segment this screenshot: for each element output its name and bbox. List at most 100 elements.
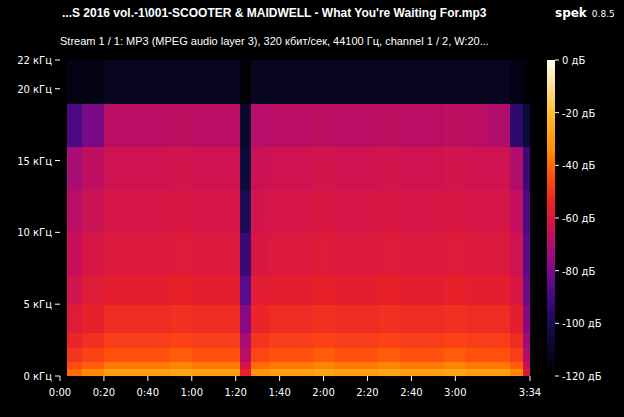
y-tick-label: 15 кГц: [17, 156, 52, 167]
cell: [240, 304, 251, 333]
cell: [251, 60, 269, 104]
cell: [488, 333, 510, 348]
cell: [400, 60, 422, 104]
y-tick: [55, 376, 60, 377]
cell: [214, 333, 241, 348]
cell: [104, 146, 126, 190]
cell: [444, 304, 466, 333]
cell: [269, 369, 291, 376]
cell: [400, 362, 422, 370]
cell: [422, 275, 444, 304]
colorbar-tick: [555, 218, 559, 219]
cell: [335, 275, 357, 304]
cell: [269, 304, 291, 333]
cell: [488, 362, 510, 370]
cell: [126, 369, 148, 376]
cell: [269, 189, 291, 233]
cell: [60, 232, 67, 276]
cell: [488, 60, 510, 104]
cell: [313, 232, 335, 276]
cell: [214, 369, 241, 376]
cell: [400, 347, 422, 362]
cell: [60, 304, 67, 333]
cell: [523, 275, 530, 304]
cell: [82, 146, 104, 190]
cell: [60, 347, 67, 362]
cell: [523, 369, 530, 376]
cell: [214, 232, 241, 276]
cell: [148, 189, 170, 233]
cell: [422, 103, 444, 147]
cell: [60, 103, 67, 147]
x-tick-label: 2:40: [400, 387, 422, 398]
colorbar-tick-label: -100 дБ: [562, 318, 602, 329]
cell: [104, 369, 126, 376]
cell: [104, 304, 126, 333]
cell: [444, 60, 466, 104]
cell: [148, 275, 170, 304]
cell: [313, 189, 335, 233]
cell: [466, 347, 488, 362]
cell: [170, 232, 192, 276]
x-tick: [367, 376, 368, 381]
cell: [466, 232, 488, 276]
cell: [192, 304, 214, 333]
y-tick: [55, 60, 60, 61]
colorbar-tick-label: -40 дБ: [562, 160, 595, 171]
cell: [214, 189, 241, 233]
cell: [214, 103, 241, 147]
cell: [82, 369, 104, 376]
cell: [313, 347, 335, 362]
cell: [67, 146, 83, 190]
cell: [378, 232, 400, 276]
cell: [291, 232, 313, 276]
cell: [170, 347, 192, 362]
cell: [422, 369, 444, 376]
cell: [60, 333, 67, 348]
cell: [170, 333, 192, 348]
cell: [378, 103, 400, 147]
colorbar: [547, 60, 555, 376]
cell: [251, 362, 269, 370]
cell: [104, 189, 126, 233]
x-tick: [323, 376, 324, 381]
cell: [523, 103, 530, 147]
cell: [422, 189, 444, 233]
cell: [335, 232, 357, 276]
cell: [400, 189, 422, 233]
cell: [214, 146, 241, 190]
cell: [378, 304, 400, 333]
cell: [378, 146, 400, 190]
cell: [444, 275, 466, 304]
y-tick: [55, 88, 60, 89]
cell: [523, 60, 530, 104]
cell: [400, 275, 422, 304]
cell: [148, 362, 170, 370]
cell: [67, 189, 83, 233]
cell: [335, 103, 357, 147]
cell: [510, 232, 524, 276]
cell: [356, 103, 378, 147]
cell: [82, 362, 104, 370]
x-tick: [60, 376, 61, 381]
cell: [356, 232, 378, 276]
y-tick-label: 20 кГц: [17, 84, 52, 95]
cell: [251, 275, 269, 304]
cell: [240, 103, 251, 147]
cell: [291, 189, 313, 233]
cell: [82, 275, 104, 304]
cell: [378, 275, 400, 304]
cell: [240, 189, 251, 233]
cell: [356, 275, 378, 304]
cell: [148, 103, 170, 147]
cell: [82, 347, 104, 362]
cell: [192, 347, 214, 362]
cells: [60, 60, 530, 376]
x-tick-label: 1:00: [181, 387, 203, 398]
cell: [126, 103, 148, 147]
cell: [269, 347, 291, 362]
cell: [510, 347, 524, 362]
cell: [400, 304, 422, 333]
cell: [335, 333, 357, 348]
cell: [523, 333, 530, 348]
